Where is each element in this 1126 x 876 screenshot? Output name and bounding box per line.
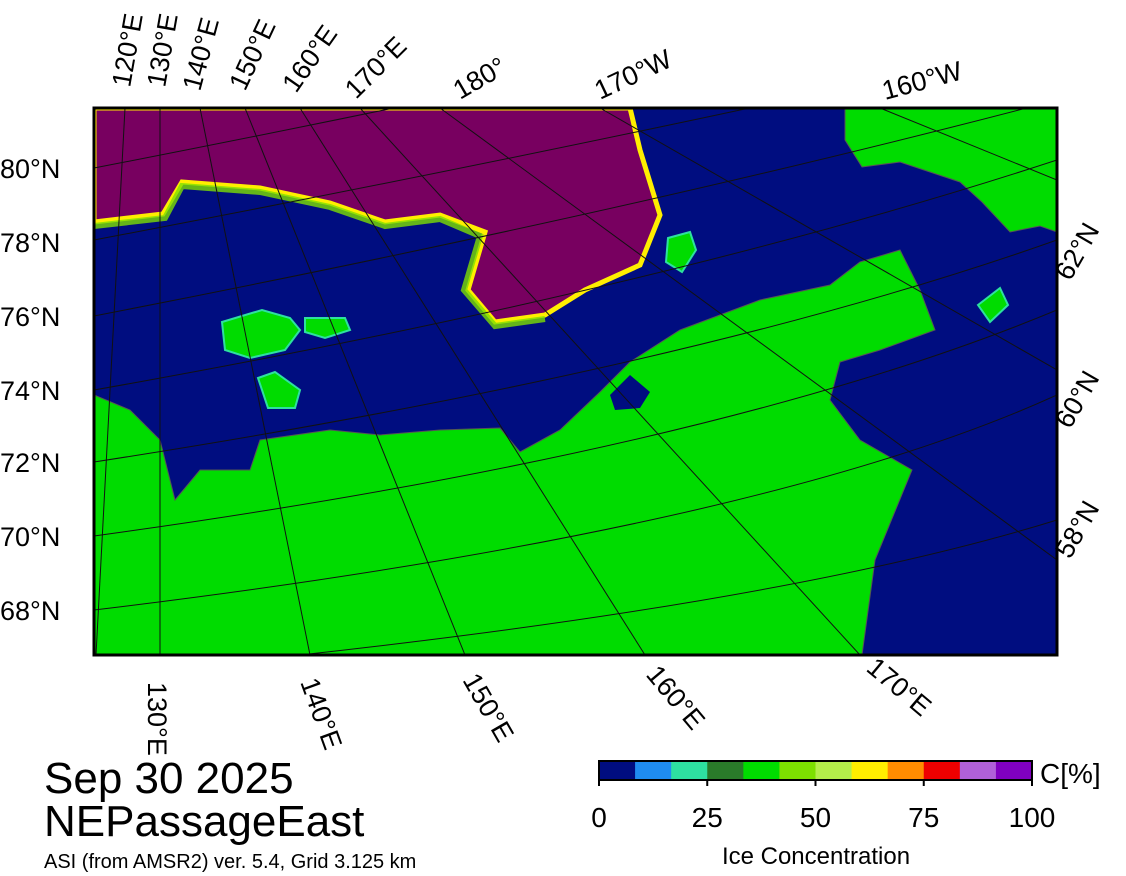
graticule-label: 150°E (457, 668, 520, 747)
colorbar-tick-label: 100 (1009, 802, 1056, 833)
colorbar-segment (959, 761, 997, 780)
graticule-label: 70°N (0, 522, 60, 552)
colorbar-segment (707, 761, 744, 780)
colorbar-segment (635, 761, 672, 780)
graticule-label: 140°E (294, 674, 347, 754)
map-area (94, 108, 1057, 655)
colorbar-tick-label: 75 (908, 802, 939, 833)
colorbar-segment (923, 761, 961, 780)
graticule-label: 68°N (0, 596, 60, 626)
colorbar-segment (671, 761, 708, 780)
island (220, 308, 302, 360)
colorbar-segment (851, 761, 889, 780)
colorbar-tick-label: 0 (591, 802, 607, 833)
map-frame (92, 106, 1059, 657)
island (664, 230, 698, 274)
land-bay (610, 375, 650, 410)
graticule-label: 80°N (0, 154, 60, 184)
source-note: ASI (from AMSR2) ver. 5.4, Grid 3.125 km (44, 851, 416, 873)
graticule-label: 170°E (861, 652, 937, 722)
date-title: Sep 30 2025 (44, 754, 294, 803)
graticule-label: 180° (448, 51, 511, 105)
island (976, 286, 1010, 324)
colorbar-unit: C[%] (1040, 758, 1101, 789)
graticule-label: 76°N (0, 302, 60, 332)
region-title: NEPassageEast (44, 797, 364, 846)
colorbar-tick-label: 25 (692, 802, 723, 833)
graticule-label: 74°N (0, 376, 60, 406)
ice-edge (94, 182, 546, 330)
colorbar-label: Ice Concentration (722, 843, 910, 870)
graticule-label: 130°E (142, 682, 172, 756)
graticule-label: 160°E (640, 660, 710, 736)
graticule-label: 150°E (223, 15, 281, 95)
graticule-label: 130°E (141, 11, 183, 89)
colorbar-segment (779, 761, 816, 780)
graticule-label: 170°E (339, 31, 412, 104)
graticule-label: 160°W (879, 56, 966, 106)
colorbar-tick-label: 50 (800, 802, 831, 833)
graticule (94, 108, 1057, 655)
graticule-label: 72°N (0, 448, 60, 478)
colorbar-segment (599, 761, 636, 780)
graticule-label: 140°E (177, 14, 225, 93)
island (304, 317, 352, 340)
land (844, 108, 1057, 233)
colorbar-segment (815, 761, 853, 780)
graticule-label: 170°W (590, 44, 677, 106)
graticule-label: 78°N (0, 228, 60, 258)
island (256, 370, 302, 409)
colorbar-segment (887, 761, 925, 780)
graticule-label: 160°E (276, 20, 343, 98)
land (94, 249, 936, 655)
colorbar-segment (995, 761, 1033, 780)
colorbar-segment (743, 761, 780, 780)
